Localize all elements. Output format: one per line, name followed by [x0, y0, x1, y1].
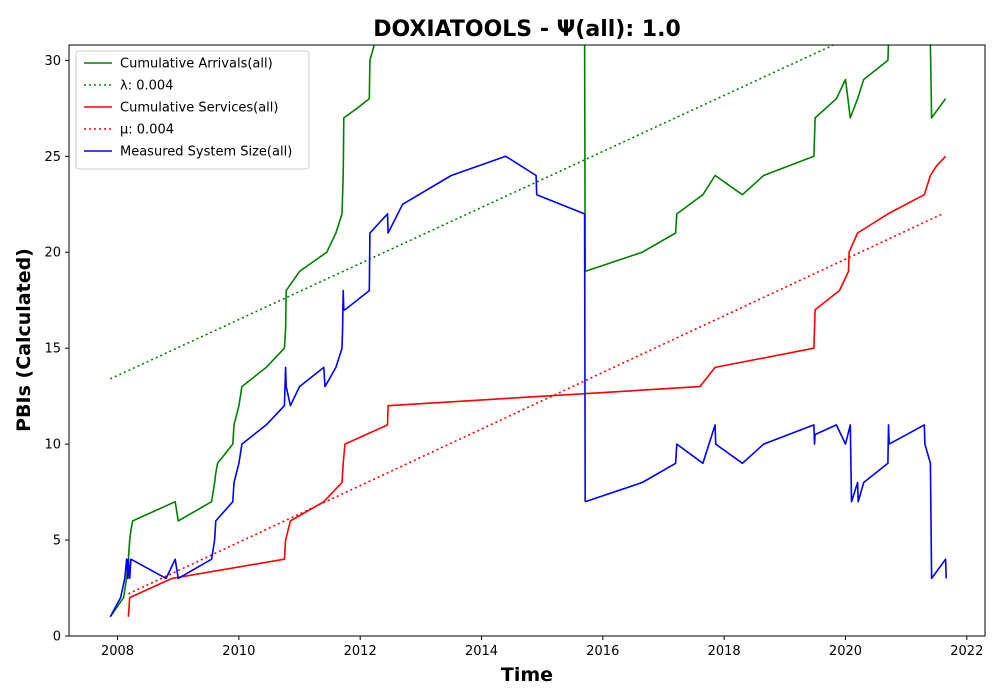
y-tick-label: 10	[44, 438, 61, 453]
x-tick-label: 2022	[950, 644, 983, 659]
series-line-1	[583, 45, 890, 273]
x-tick-label: 2018	[708, 644, 741, 659]
y-tick-label: 20	[44, 246, 61, 261]
x-tick-label: 2010	[222, 644, 255, 659]
y-axis-label: PBIs (Calculated)	[13, 248, 35, 432]
y-tick-label: 0	[53, 630, 61, 645]
legend-box	[75, 50, 310, 170]
legend-label: μ: 0.004	[120, 123, 174, 138]
legend-label: Measured System Size(all)	[120, 145, 292, 160]
chart-title: DOXIATOOLS - Ψ(all): 1.0	[373, 17, 681, 42]
series-line-4	[127, 155, 947, 617]
y-tick-label: 5	[53, 534, 61, 549]
series-line-2	[929, 45, 947, 119]
series-layer	[109, 45, 947, 618]
x-tick-label: 2014	[465, 644, 498, 659]
x-axis-label: Time	[501, 664, 553, 686]
series-line-0	[109, 45, 376, 618]
legend-label: Cumulative Services(all)	[120, 101, 278, 116]
x-tick-label: 2012	[344, 644, 377, 659]
series-line-7	[584, 424, 947, 580]
y-tick-label: 25	[44, 150, 61, 165]
series-line-5	[128, 213, 943, 595]
y-tick-label: 15	[44, 342, 61, 357]
x-axis: 2008 2010 2012 2014 2016 2018 2020 2022	[101, 636, 983, 659]
legend-label: Cumulative Arrivals(all)	[120, 57, 273, 72]
x-tick-label: 2020	[829, 644, 862, 659]
y-tick-label: 30	[44, 54, 61, 69]
legend-label: λ: 0.004	[120, 79, 173, 94]
x-tick-label: 2008	[101, 644, 134, 659]
plot-frame	[68, 44, 986, 637]
x-tick-label: 2016	[586, 644, 619, 659]
series-line-6	[109, 155, 587, 618]
legend: Cumulative Arrivals(all) λ: 0.004 Cumulati…	[75, 50, 310, 170]
y-axis: 0 5 10 15 20 25 30	[44, 54, 69, 645]
